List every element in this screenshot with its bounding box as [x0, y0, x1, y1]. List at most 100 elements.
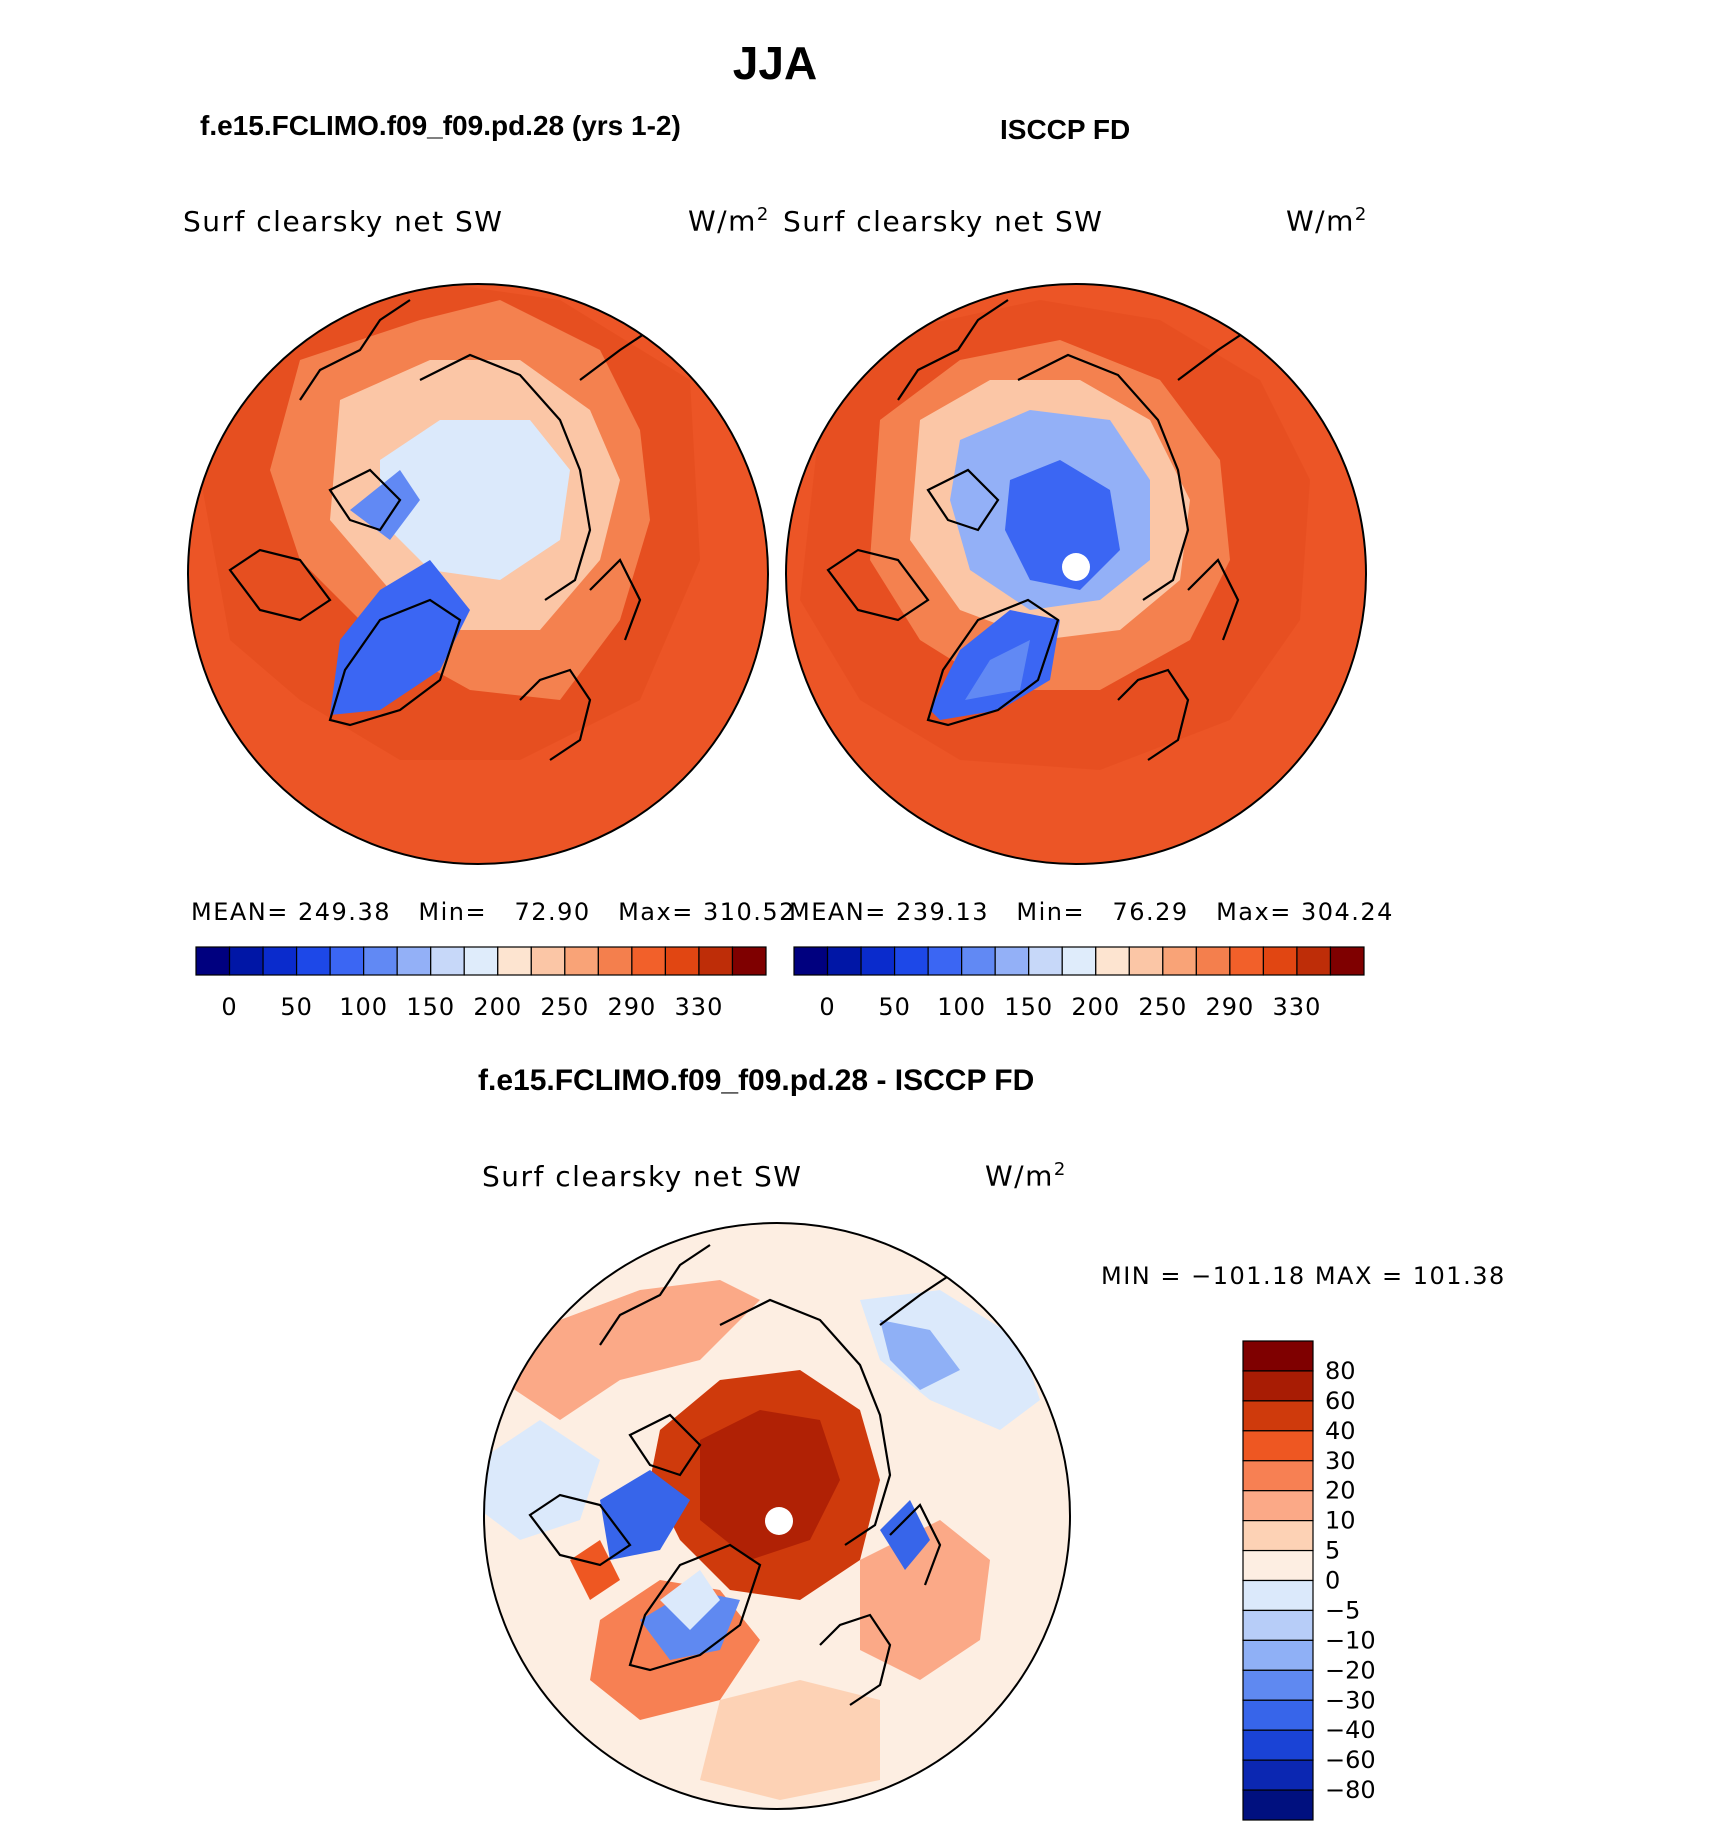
panel-right-case-title: ISCCP FD — [1000, 114, 1131, 145]
colorbar-left-swatch-3 — [295, 946, 331, 976]
colorbar-left-swatch-6 — [396, 946, 432, 976]
colorbar-right-swatch-13 — [1229, 946, 1265, 976]
colorbar-diff-tick-label: 60 — [1325, 1387, 1356, 1415]
colorbar-diff-tick-label: −60 — [1325, 1746, 1376, 1774]
panel-right-variable: Surf clearsky net SW — [783, 205, 1104, 238]
colorbar-left-swatch-2 — [262, 946, 298, 976]
colorbar-left-swatch-11 — [564, 946, 599, 976]
colorbar-diff-swatch-5 — [1242, 1490, 1314, 1522]
diff-map-pole-hole — [765, 1507, 793, 1535]
colorbar-right-tick-label: 290 — [1205, 993, 1254, 1021]
colorbar-left-swatch-4 — [329, 946, 365, 976]
colorbar-diff-tick-label: −5 — [1325, 1596, 1360, 1624]
colorbar-diff-tick-label: −20 — [1325, 1656, 1376, 1684]
colorbar-right-tick-label: 330 — [1273, 993, 1322, 1021]
colorbar-left-tick-label: 200 — [473, 993, 522, 1021]
colorbar-right-swatch-10 — [1128, 946, 1164, 976]
colorbar-diff-swatch-9 — [1242, 1609, 1314, 1641]
colorbar-diff-tick-label: 10 — [1325, 1507, 1356, 1535]
colorbar-diff-tick-label: −40 — [1325, 1716, 1376, 1744]
obs-map-coastlines — [826, 299, 1249, 761]
diff-panel-variable: Surf clearsky net SW — [482, 1160, 803, 1193]
panel-left-variable: Surf clearsky net SW — [183, 205, 504, 238]
colorbar-diff-swatch-8 — [1242, 1579, 1314, 1612]
colorbar-left-swatch-7 — [430, 946, 465, 976]
colorbar-diff-tick-label: 80 — [1325, 1357, 1356, 1385]
colorbar-left-swatch-8 — [463, 946, 499, 976]
colorbar-right-swatch-6 — [994, 946, 1030, 976]
colorbar-right-swatch-12 — [1195, 946, 1231, 976]
colorbar-diff-tick-label: 5 — [1325, 1537, 1340, 1565]
colorbar-right-swatch-15 — [1296, 946, 1332, 976]
colorbar-diff-swatch-1 — [1242, 1370, 1314, 1402]
colorbar-diff-swatch-11 — [1242, 1669, 1314, 1701]
page-title: JJA — [732, 37, 818, 89]
colorbar-right-tick-label: 250 — [1138, 993, 1187, 1021]
colorbar-diff-tick-label: 20 — [1325, 1477, 1356, 1505]
colorbar-left-tick-label: 150 — [406, 993, 455, 1021]
colorbar-diff-swatch-0 — [1242, 1340, 1314, 1372]
colorbar-right-swatch-3 — [893, 946, 929, 976]
colorbar-right-swatch-0 — [793, 946, 829, 976]
colorbar-left-swatch-13 — [631, 946, 667, 976]
colorbar-right-swatch-14 — [1262, 946, 1298, 976]
colorbar-diff-tick-label: 30 — [1325, 1447, 1356, 1475]
diff-panel-minmax: MIN = −101.18 MAX = 101.38 — [1101, 1262, 1506, 1290]
colorbar-left-swatch-15 — [698, 946, 734, 976]
colorbar-diff-tick-label: −80 — [1325, 1776, 1376, 1804]
obs-map-pole-hole — [1062, 553, 1090, 581]
colorbar-right-swatch-1 — [826, 946, 862, 976]
colorbar-left-tick-label: 290 — [607, 993, 656, 1021]
colorbar-left-swatch-5 — [363, 946, 398, 976]
panel-right-units: W/m2 — [1286, 204, 1368, 238]
model-map-coastlines — [228, 299, 651, 761]
colorbar-left-swatch-10 — [530, 946, 566, 976]
colorbar-left-swatch-0 — [195, 946, 231, 976]
colorbar-diff-swatch-2 — [1242, 1400, 1314, 1432]
colorbar-left-swatch-14 — [664, 946, 700, 976]
colorbar-left-swatch-1 — [228, 946, 264, 976]
model-map — [188, 284, 768, 864]
colorbar-right-tick-label: 150 — [1004, 993, 1053, 1021]
colorbar-diff-tick-label: −30 — [1325, 1686, 1376, 1714]
panel-left-units: W/m2 — [688, 204, 770, 238]
colorbar-right-tick-label: 200 — [1071, 993, 1120, 1021]
colorbar-diff-swatch-4 — [1242, 1460, 1314, 1492]
colorbar-left-tick-label: 330 — [675, 993, 724, 1021]
colorbar-diff-swatch-12 — [1242, 1699, 1314, 1731]
colorbar-left: 0 50 100 150 200 250 290 330 — [195, 946, 767, 1021]
colorbar-left-swatch-16 — [731, 946, 767, 976]
diff-map-coastlines — [528, 1244, 951, 1706]
colorbar-right-tick-label: 50 — [878, 993, 911, 1021]
colorbar-left-tick-label: 50 — [280, 993, 313, 1021]
obs-map — [786, 284, 1366, 864]
colorbar-right-swatch-5 — [961, 946, 996, 976]
colorbar-diff-swatch-13 — [1242, 1729, 1314, 1761]
colorbar-right-swatch-2 — [860, 946, 896, 976]
colorbar-left-tick-label: 0 — [221, 993, 237, 1021]
colorbar-diff-swatch-14 — [1242, 1759, 1314, 1791]
colorbar-right-swatch-9 — [1095, 946, 1130, 976]
panel-left-case-title: f.e15.FCLIMO.f09_f09.pd.28 (yrs 1-2) — [200, 110, 681, 141]
colorbar-right-swatch-8 — [1061, 946, 1097, 976]
colorbar-left-tick-label: 250 — [540, 993, 589, 1021]
colorbar-right-tick-label: 100 — [937, 993, 986, 1021]
colorbar-diff-swatch-10 — [1242, 1639, 1314, 1671]
panel-right-stats: MEAN= 239.13 Min= 76.29 Max= 304.24 — [789, 898, 1394, 926]
panel-left-stats: MEAN= 249.38 Min= 72.90 Max= 310.52 — [191, 898, 796, 926]
colorbar-diff-swatch-15 — [1242, 1789, 1314, 1821]
colorbar-right-swatch-11 — [1162, 946, 1197, 976]
colorbar-right: 0 50 100 150 200 250 290 330 — [793, 946, 1365, 1021]
colorbar-diff-swatch-6 — [1242, 1520, 1314, 1552]
diff-panel-units: W/m2 — [985, 1159, 1067, 1193]
colorbar-diff-tick-label: 0 — [1325, 1567, 1340, 1595]
colorbar-diff-tick-label: −10 — [1325, 1626, 1376, 1654]
colorbar-left-tick-label: 100 — [339, 993, 388, 1021]
colorbar-diff-swatch-7 — [1242, 1549, 1314, 1582]
colorbar-right-swatch-4 — [927, 946, 963, 976]
diff-panel-title: f.e15.FCLIMO.f09_f09.pd.28 - ISCCP FD — [478, 1064, 1035, 1097]
colorbar-left-swatch-9 — [497, 946, 532, 976]
colorbar-right-tick-label: 0 — [819, 993, 835, 1021]
